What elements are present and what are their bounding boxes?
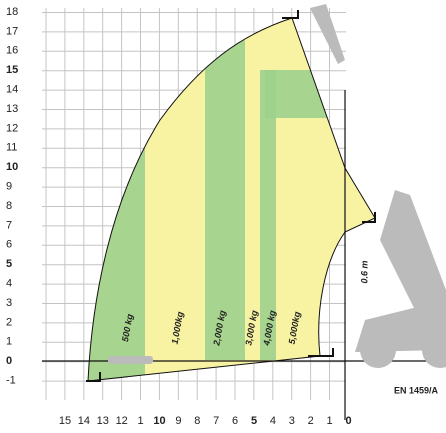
x-tick-label: 1 [327, 415, 333, 427]
x-tick-label: 12 [116, 415, 128, 427]
y-tick-label: 18 [6, 6, 18, 18]
x-tick-label: 10 [153, 415, 165, 427]
load-chart: 0.6 m EN 1459/A 181716151413121110987654… [0, 0, 446, 433]
y-tick-label: 17 [6, 25, 18, 37]
y-tick-label: 7 [6, 219, 12, 231]
x-tick-label: 9 [175, 415, 181, 427]
y-tick-label: 5 [6, 258, 12, 270]
y-tick-label: 14 [6, 84, 18, 96]
y-tick-label: 6 [6, 239, 12, 251]
y-tick-label: 0 [6, 355, 12, 367]
y-tick-label: 1 [6, 336, 12, 348]
x-tick-label: 13 [97, 415, 109, 427]
y-tick-label: 9 [6, 181, 12, 193]
x-tick-label: 6 [232, 415, 238, 427]
x-tick-label: 2 [308, 415, 314, 427]
x-tick-label: 8 [194, 415, 200, 427]
standard: EN 1459/A [394, 385, 439, 395]
x-tick-label: 4 [270, 415, 276, 427]
y-tick-label: 4 [6, 278, 12, 290]
x-tick-label: 1 [138, 415, 144, 427]
y-tick-label: 3 [6, 297, 12, 309]
y-tick-label: 2 [6, 316, 12, 328]
dimension: 0.6 m [359, 260, 369, 283]
x-tick-label: 15 [59, 415, 71, 427]
x-tick-label: 7 [213, 415, 219, 427]
y-tick-label: 16 [6, 45, 18, 57]
y-tick-label: 11 [6, 142, 17, 154]
y-tick-label: 8 [6, 200, 12, 212]
x-tick-label: 0 [345, 415, 351, 427]
y-tick-label: 13 [6, 103, 18, 115]
x-tick-label: 14 [78, 415, 90, 427]
y-tick-label: -1 [6, 375, 16, 387]
y-tick-label: 10 [6, 161, 18, 173]
y-tick-label: 12 [6, 122, 18, 134]
x-tick-label: 5 [251, 415, 257, 427]
x-tick-label: 3 [289, 415, 295, 427]
y-tick-label: 15 [6, 64, 18, 76]
